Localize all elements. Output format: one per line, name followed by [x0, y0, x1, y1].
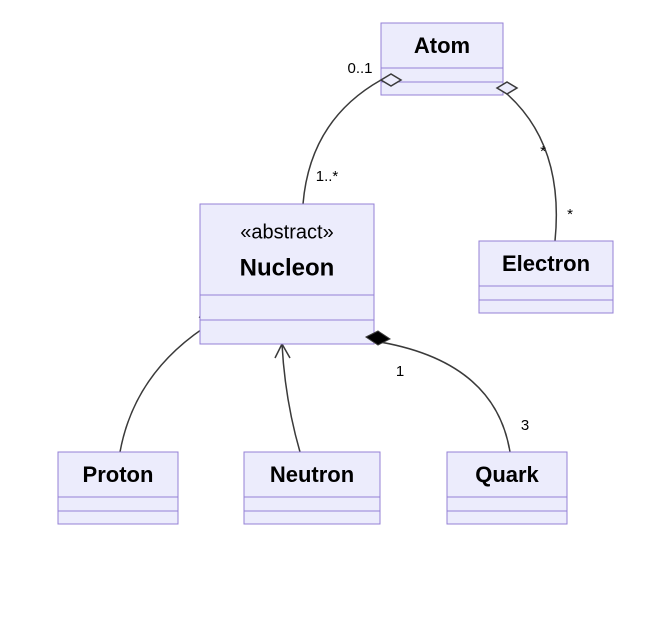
edge-nucleon-quark-to-label: 3 [521, 417, 529, 434]
edge-atom-electron-from-label: * [540, 143, 546, 160]
class-nucleon: «abstract» Nucleon [200, 204, 374, 344]
class-electron: Electron [479, 241, 613, 313]
class-atom-title: Atom [414, 33, 470, 58]
class-quark: Quark [447, 452, 567, 524]
class-atom: Atom [381, 23, 503, 95]
class-nucleon-stereotype: «abstract» [240, 221, 333, 243]
edge-atom-nucleon [303, 80, 381, 204]
class-neutron-title: Neutron [270, 462, 354, 487]
class-quark-title: Quark [475, 462, 539, 487]
class-proton-title: Proton [83, 462, 154, 487]
class-proton: Proton [58, 452, 178, 524]
edge-proton-nucleon [120, 322, 213, 452]
class-neutron: Neutron [244, 452, 380, 524]
edge-nucleon-quark [374, 341, 510, 452]
edge-atom-nucleon-to-label: 1..* [316, 168, 339, 185]
edge-atom-electron-to-label: * [567, 206, 573, 223]
edge-atom-nucleon-from-label: 0..1 [347, 60, 372, 77]
edge-atom-electron [500, 88, 556, 241]
class-nucleon-title: Nucleon [240, 254, 335, 281]
edge-nucleon-quark-from-label: 1 [396, 363, 404, 380]
class-electron-title: Electron [502, 251, 590, 276]
edge-neutron-nucleon [282, 344, 300, 452]
